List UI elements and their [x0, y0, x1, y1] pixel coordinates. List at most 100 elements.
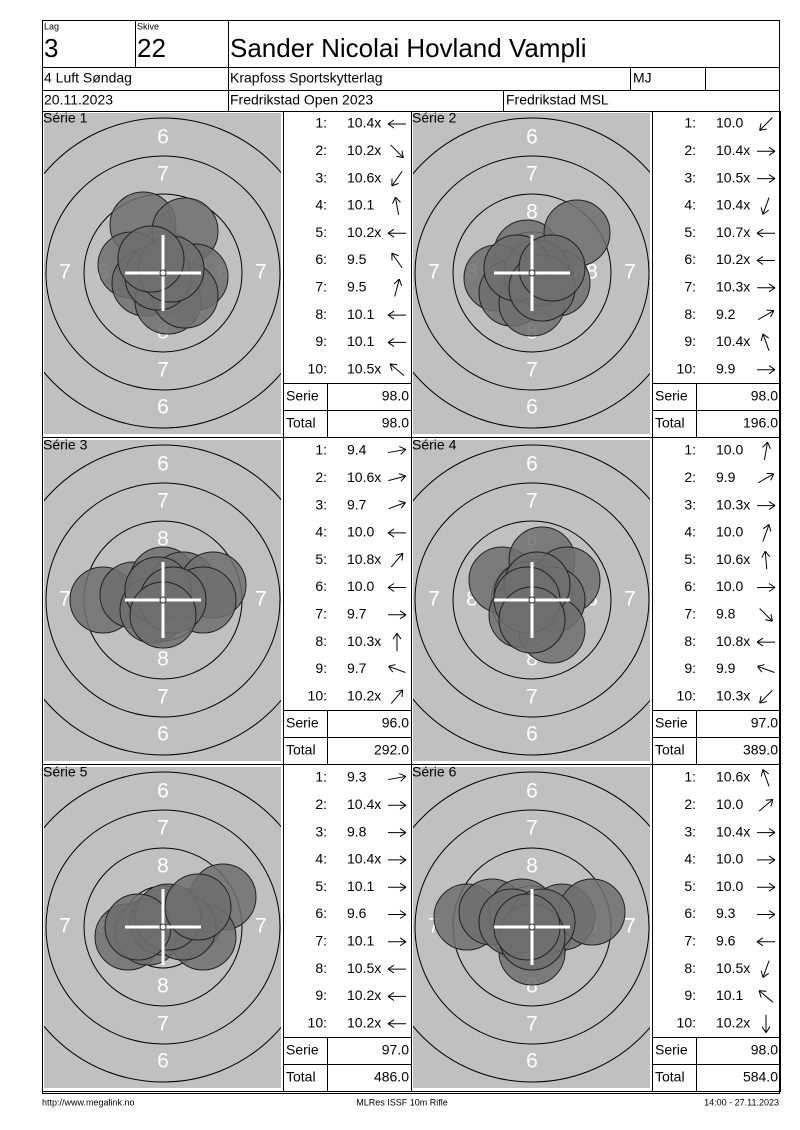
total-label: Total: [655, 742, 685, 758]
shot-number: 8:: [684, 633, 696, 649]
shot-score: 10.1: [347, 933, 374, 949]
ring-label: 6: [157, 780, 169, 803]
shot-score: 10.4x: [716, 823, 750, 839]
shot-number: 10:: [308, 1014, 327, 1030]
shot-score: 10.0: [716, 878, 743, 894]
direction-arrow: [757, 472, 775, 484]
shot-number: 6:: [315, 578, 327, 594]
shot-score: 9.8: [716, 606, 736, 622]
shot-score: 10.2x: [347, 142, 381, 158]
ring-label: 8: [526, 648, 538, 671]
serie-label: Serie: [286, 1042, 319, 1058]
direction-arrow: [388, 664, 406, 673]
direction-arrow: [756, 228, 775, 238]
shot-number: 10:: [308, 360, 327, 376]
ring-label: 7: [59, 261, 71, 284]
ring-label: 6: [157, 396, 169, 419]
shot-score: 10.2x: [347, 1014, 381, 1030]
target: 6677778888: [44, 767, 281, 1088]
serie-label: Serie: [286, 388, 319, 404]
direction-arrow: [388, 473, 407, 482]
shot-number: 6:: [315, 905, 327, 921]
direction-arrow: [761, 550, 771, 570]
shot-number: 5:: [315, 224, 327, 240]
shot-number: 4:: [315, 851, 327, 867]
shot-number: 1:: [315, 442, 327, 458]
shot-number: 9:: [684, 987, 696, 1003]
shot-score: 9.8: [347, 823, 367, 839]
shot-score: 9.3: [347, 769, 367, 785]
shot-score: 10.0: [716, 524, 743, 540]
ring-label: 8: [157, 855, 169, 878]
shot-score: 10.4x: [716, 197, 750, 213]
venue: Fredrikstad MSL: [506, 92, 609, 108]
shot-score: 10.3x: [716, 496, 750, 512]
shot-score: 9.2: [716, 306, 736, 322]
shot-number: 3:: [684, 169, 696, 185]
shot-number: 2:: [315, 469, 327, 485]
total-score: 486.0: [374, 1069, 409, 1085]
direction-arrow: [392, 196, 401, 215]
shot-score: 10.0: [347, 524, 374, 540]
ring-label: 7: [428, 915, 440, 938]
direction-arrow: [391, 170, 403, 187]
shot-score: 10.5x: [347, 960, 381, 976]
series-name: Série 4: [412, 437, 457, 453]
ring: [45, 155, 281, 391]
shot-number: 9:: [315, 333, 327, 349]
ring-label: 7: [157, 359, 169, 382]
shot-hole: [117, 225, 185, 293]
shot-score: 10.6x: [716, 769, 750, 785]
ring-label: 8: [586, 261, 598, 284]
direction-arrow: [759, 608, 773, 622]
shot-score: 10.2x: [716, 251, 750, 267]
shot-number: 1:: [684, 442, 696, 458]
shot-number: 7:: [684, 606, 696, 622]
shot-number: 10:: [677, 360, 696, 376]
ring-label: 8: [526, 855, 538, 878]
shot-score: 10.0: [716, 578, 743, 594]
shot-number: 8:: [315, 306, 327, 322]
serie-label: Serie: [655, 715, 688, 731]
shot-number: 10:: [677, 687, 696, 703]
direction-arrow: [387, 991, 406, 1001]
shot-number: 9:: [684, 660, 696, 676]
ring-label: 6: [157, 723, 169, 746]
ring-label: 7: [526, 163, 538, 186]
club: Krapfoss Sportskytterlag: [230, 70, 383, 86]
direction-arrow: [393, 278, 403, 297]
ring: [44, 117, 281, 429]
shot-number: 7:: [315, 279, 327, 295]
ring-label: 7: [255, 261, 267, 284]
ring-label: 8: [157, 975, 169, 998]
direction-arrow: [757, 882, 776, 892]
shot-number: 9:: [315, 660, 327, 676]
target: 6677778888: [44, 440, 281, 761]
total-score: 584.0: [743, 1069, 778, 1085]
footer-program: MLRes ISSF 10m Rifle: [356, 1097, 448, 1107]
serie-score: 98.0: [382, 388, 409, 404]
ring: [413, 444, 650, 756]
direction-arrow: [758, 799, 774, 812]
direction-arrow: [757, 910, 776, 919]
footer-url: http://www.megalink.no: [42, 1097, 135, 1107]
serie-label: Serie: [655, 388, 688, 404]
shot-number: 4:: [315, 524, 327, 540]
ring-label: 7: [157, 490, 169, 513]
serie-score: 97.0: [382, 1042, 409, 1058]
total-score: 292.0: [374, 742, 409, 758]
shot-score: 9.5: [347, 251, 367, 267]
direction-arrow: [757, 309, 775, 321]
ring-label: 6: [157, 453, 169, 476]
direction-arrow: [387, 337, 406, 347]
direction-arrow: [757, 501, 776, 511]
ring-label: 8: [466, 588, 478, 611]
shot-hole: [518, 234, 586, 302]
shot-score: 9.6: [347, 905, 367, 921]
direction-arrow: [390, 552, 404, 568]
direction-arrow: [388, 610, 407, 620]
ring: [452, 193, 612, 353]
direction-arrow: [757, 664, 775, 673]
direction-arrow: [757, 828, 776, 838]
